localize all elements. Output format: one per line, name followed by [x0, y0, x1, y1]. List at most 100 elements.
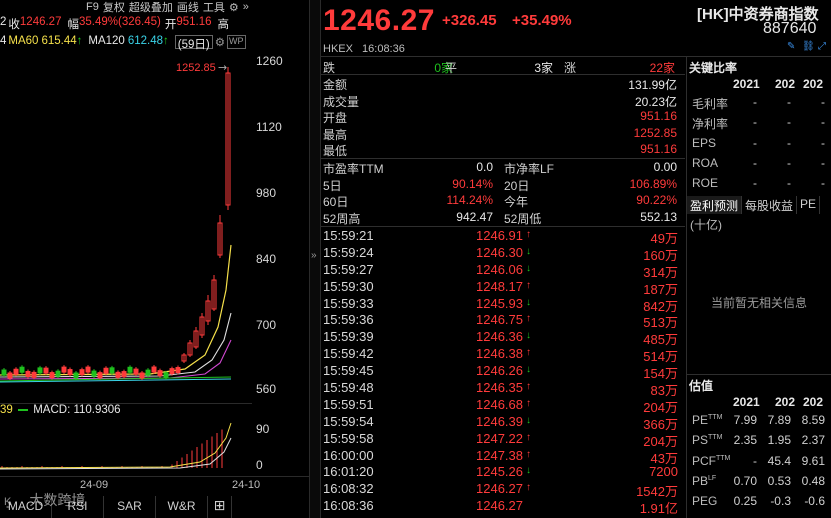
close-value: 1246.27	[19, 16, 62, 28]
ma120-label: MA120	[88, 35, 125, 47]
tick-time: 15:59:24	[323, 244, 374, 260]
tab-profit-forecast[interactable]: 盈利预测	[687, 196, 743, 214]
tab-pe[interactable]: PE	[797, 196, 821, 214]
tick-direction-icon: ↑	[526, 229, 531, 240]
tab-eps[interactable]: 每股收益	[742, 196, 798, 214]
ratio-value: 45.4	[767, 453, 791, 468]
no-info-text: 当前暂无相关信息	[711, 296, 808, 310]
tab-rsi[interactable]: RSI	[52, 496, 104, 518]
ratio-value: -	[787, 135, 791, 150]
tick-time: 15:59:27	[323, 261, 374, 277]
candle	[19, 366, 25, 373]
candlestick-chart[interactable]: 1252.85 →	[0, 55, 252, 400]
candle	[91, 370, 97, 377]
link-icon[interactable]: ⛓	[802, 41, 815, 52]
tick-volume: 842万	[643, 298, 678, 314]
candle	[103, 367, 109, 374]
tick-volume: 485万	[643, 332, 678, 348]
security-name: [HK]中资券商指数	[697, 6, 819, 23]
ratio-label: ROE	[692, 176, 719, 191]
stat-row: 开盘 951.16	[323, 109, 677, 125]
high-marker-label: 1252.85	[176, 62, 216, 74]
exchange-time: HKEX 16:08:36	[323, 43, 405, 55]
ratio-row: PCFTTM -45.4 9.61	[689, 454, 829, 472]
panel-splitter[interactable]: »	[309, 0, 321, 518]
tick-time: 15:59:36	[323, 312, 374, 328]
ratio-value: -	[821, 176, 825, 191]
ratio-label: PCFTTM	[692, 453, 731, 468]
settings-icon[interactable]: ⚙	[214, 37, 226, 49]
tick-direction-icon: ↓	[526, 465, 531, 477]
tab-wr[interactable]: W&R	[156, 496, 208, 518]
candle	[85, 366, 91, 373]
price-axis: 1260 1120 980 840 700 560	[252, 50, 302, 400]
tick-price: 1247.22	[476, 430, 523, 446]
candle	[217, 222, 223, 256]
ratio-label: 净利率	[692, 117, 729, 132]
ma120-value: 612.48	[127, 35, 164, 47]
stat-row: 最高 1252.85	[323, 125, 677, 142]
candle	[205, 300, 211, 322]
toolbar-overlay[interactable]: 超级叠加	[128, 2, 173, 14]
edit-icon[interactable]: ✎	[787, 41, 796, 52]
tick-volume: 513万	[643, 315, 678, 331]
add-tab-icon[interactable]: ⊞	[208, 496, 232, 518]
ma-line-cyan	[0, 378, 232, 383]
breadth-down-label: 跌	[323, 61, 336, 75]
tick-price: 1246.38	[476, 346, 523, 362]
tick-direction-icon: ↑	[526, 482, 531, 494]
breadth-flat-label: 平	[445, 61, 458, 75]
tick-volume: 7200	[649, 464, 678, 480]
candle	[79, 369, 85, 376]
tick-direction-icon: ↑	[526, 347, 531, 359]
exchange: HKEX	[323, 43, 353, 55]
tab-sar[interactable]: SAR	[104, 496, 156, 518]
tick-volume: 366万	[643, 416, 678, 432]
ratio-value: 8.59	[801, 413, 825, 427]
tick-direction-icon: ↑	[526, 313, 531, 325]
tick-time: 15:59:33	[323, 295, 374, 311]
tick-price: 1248.17	[476, 278, 523, 294]
toolbar-tools[interactable]: 工具	[202, 2, 225, 14]
tick-time: 15:59:30	[323, 278, 374, 294]
wp-icon[interactable]: WP	[227, 35, 246, 49]
expand-icon[interactable]: ⤢	[818, 41, 826, 52]
tick-price: 1247.38	[476, 447, 523, 463]
macd-dea-line	[0, 437, 232, 470]
toolbar-f9[interactable]: F9	[86, 1, 99, 13]
watermark-text: 大数跨境	[29, 492, 86, 508]
ma-line-yellow	[0, 244, 232, 376]
toolbar-draw[interactable]: 画线	[176, 2, 199, 14]
tick-direction-icon: ↑	[526, 397, 531, 409]
candle	[139, 372, 145, 379]
tab-macd[interactable]: MACD	[0, 496, 52, 518]
price-change: +326.45	[442, 12, 497, 29]
more-chevron-icon[interactable]: »	[242, 1, 249, 13]
candle	[225, 72, 231, 206]
tick-direction-icon: ↓	[526, 364, 531, 376]
gear-icon[interactable]: ⚙	[228, 1, 239, 14]
ratio-value: 0.48	[801, 473, 825, 488]
date-tick: 24-10	[232, 479, 261, 491]
tick-volume: 1.91亿	[639, 501, 678, 517]
tick-volume: 83万	[650, 383, 678, 399]
candle	[37, 367, 43, 374]
candle	[61, 366, 67, 373]
tick-list[interactable]: 15:59:21 1246.91 ↑ 49万 15:59:24 1246.30 ↓ 160万 1…	[321, 228, 685, 517]
tick-price: 1246.35	[476, 380, 523, 396]
ratio-value: -	[753, 155, 757, 170]
toolbar-restore-rights[interactable]: 复权	[102, 2, 125, 14]
ratio-row: PSTTM 2.35 1.95 2.37	[689, 433, 829, 451]
tick-direction-icon: ↑	[526, 381, 531, 393]
collapse-chevron-icon[interactable]: »	[311, 250, 317, 261]
ma60-value: 615.44	[41, 35, 77, 47]
period-selector[interactable]: (59日)	[174, 35, 213, 51]
tick-row: 15:59:27 1246.06 ↓ 314万	[321, 261, 685, 280]
macd-bars	[1, 429, 223, 468]
tick-volume: 160万	[643, 247, 678, 263]
tick-row: 15:59:48 1246.35 ↑ 83万	[321, 380, 685, 399]
macd-label: MACD:	[33, 404, 71, 416]
candles	[1, 67, 231, 380]
tick-price: 1246.68	[476, 396, 523, 412]
candle	[49, 372, 55, 379]
